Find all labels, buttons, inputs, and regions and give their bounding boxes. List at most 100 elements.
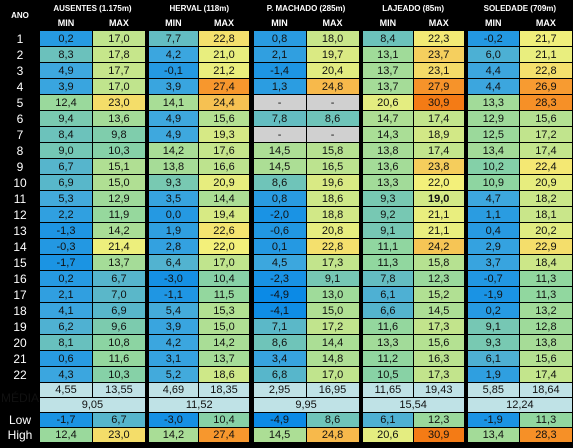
max-value-cell: 9,1 [305,270,360,287]
max-value-cell: 28,3 [518,427,573,443]
min-value-cell: 13,7 [361,62,414,79]
min-value-cell: 0,8 [252,30,307,47]
max-value-cell: 17,4 [412,110,465,127]
min-value-cell: 14,2 [148,427,199,443]
max-value-cell: 24,4 [197,94,251,111]
media-row: MÉDIA 4,55 13,55 4,69 18,35 2,95 16,95 11,65 19,… [0,382,573,413]
min-value-cell: 6,0 [466,46,520,63]
max-value-cell: 10,4 [197,412,251,428]
max-header-4: MAX [412,15,465,31]
max-value-cell: 15,6 [197,110,251,127]
min-value-cell: 11,3 [361,254,414,271]
max-value-cell: 12,3 [412,270,465,287]
min-value-cell: -0,7 [466,270,520,287]
max-header-5: MAX [518,15,573,31]
min-value-cell: 3,9 [148,318,199,335]
max-value-cell: 23,7 [412,46,465,63]
station-header-ausentes: AUSENTES (1.175m) [39,0,146,16]
media-value-cell: 19,43 [412,382,465,398]
max-value-cell: 26,9 [518,78,573,95]
max-value-cell: 18,6 [197,366,251,383]
max-value-cell: 22,0 [197,238,251,255]
table-row: 6 9,4 13,6 4,9 15,6 7,8 8,6 14,7 17,4 12,9 15,6 [0,110,573,127]
min-value-cell: 10,5 [361,366,414,383]
min-value-cell: 13,4 [466,427,520,443]
max-value-cell: 15,8 [305,142,360,159]
table-row: 13 -1,3 14,2 1,9 22,6 -0,6 20,8 9,1 21,1 0,4 20,2 [0,222,573,239]
table-row: 7 8,4 9,8 4,9 19,3- -14,3 18,9 12,5 17,2 [0,126,573,143]
max-value-cell: 11,3 [518,270,573,287]
min-value-cell: 14,7 [361,110,414,127]
min-value-cell: 13,8 [361,142,414,159]
min-value-cell: 7,8 [361,270,414,287]
max-value-cell: 24,8 [305,427,360,443]
min-value-cell: 9,4 [39,110,93,127]
max-header-3: MAX [305,15,360,31]
max-value-cell: 17,6 [197,142,251,159]
min-value-cell: 6,6 [361,302,414,319]
max-value-cell: 9,8 [91,126,146,143]
max-value-cell: 22,6 [197,222,251,239]
min-header-5: MIN [466,15,520,31]
low-row: Low -1,7 6,7 -3,0 10,4 -4,9 8,6 6,1 12,3 -1,9 11,3 [0,412,573,428]
min-value-cell: 3,5 [148,190,199,207]
min-value-cell: 4,9 [39,62,93,79]
row-label: 19 [0,318,41,335]
min-value-cell: 1,9 [148,222,199,239]
row-label: 16 [0,270,41,287]
max-value-cell: 15,8 [412,254,465,271]
max-value-cell: 21,1 [518,46,573,63]
min-value-cell: 12,5 [466,126,520,143]
min-value-cell: 2,2 [39,206,93,223]
min-value-cell: 1,3 [252,78,307,95]
min-value-cell: 13,3 [466,94,520,111]
max-value-cell: 27,4 [197,78,251,95]
max-value-cell: 18,9 [412,126,465,143]
max-value-cell: 17,3 [412,366,465,383]
max-value-cell: 12,8 [518,318,573,335]
min-value-cell: 9,3 [361,190,414,207]
row-label: 11 [0,190,41,207]
max-value-cell: 15,3 [197,302,251,319]
min-max-header-row: MIN MAX MIN MAX MIN MAX MIN MAX MIN MAX [1,15,573,31]
row-label: 18 [0,302,41,319]
max-value-cell: 8,6 [305,412,360,428]
max-value-cell: 21,1 [412,222,465,239]
table-row: 3 4,9 17,7 -0,1 21,2 -1,4 20,4 13,7 23,1 4,4 22,8 [0,62,573,79]
max-value-cell: - [305,94,360,111]
row-label: 17 [0,286,41,303]
max-value-cell: 27,9 [412,78,465,95]
min-value-cell: -4,1 [252,302,307,319]
station-header-herval: HERVAL (118m) [148,0,251,16]
min-value-cell: 13,1 [361,46,414,63]
max-value-cell: 17,2 [518,126,573,143]
table-row: 15 -1,7 13,7 6,4 17,0 4,5 17,3 11,3 15,8 3,7 18,4 [0,254,573,271]
max-value-cell: 15,1 [91,158,146,175]
min-value-cell: 0,2 [39,30,93,47]
max-value-cell: 19,6 [305,174,360,191]
media-average-cell: 9,95 [252,397,360,413]
row-label: 6 [0,110,41,127]
max-value-cell: 24,2 [412,238,465,255]
table-row: 4 3,9 17,0 3,9 27,4 1,3 24,8 13,7 27,9 4,4 26,9 [0,78,573,95]
max-value-cell: 17,7 [91,62,146,79]
max-value-cell: 16,3 [412,350,465,367]
max-value-cell: 19,4 [197,206,251,223]
min-value-cell: -1,3 [39,222,93,239]
row-label: Low [0,412,41,428]
min-value-cell: 4,2 [148,46,199,63]
min-value-cell: -1,9 [466,286,520,303]
min-value-cell: 10,2 [466,158,520,175]
min-value-cell: 6,1 [361,286,414,303]
media-average-row: 9,05 11,52 9,95 15,54 12,24 [1,397,573,413]
max-value-cell: 30,9 [412,94,465,111]
max-value-cell: 18,8 [305,206,360,223]
station-header-p-machado: P. MACHADO (285m) [252,0,360,16]
min-value-cell: 4,4 [466,78,520,95]
max-value-cell: 20,9 [197,174,251,191]
max-value-cell: 15,0 [197,318,251,335]
min-value-cell: 11,1 [361,238,414,255]
min-value-cell: 4,9 [148,126,199,143]
max-value-cell: 14,8 [305,350,360,367]
max-header-2: MAX [197,15,251,31]
